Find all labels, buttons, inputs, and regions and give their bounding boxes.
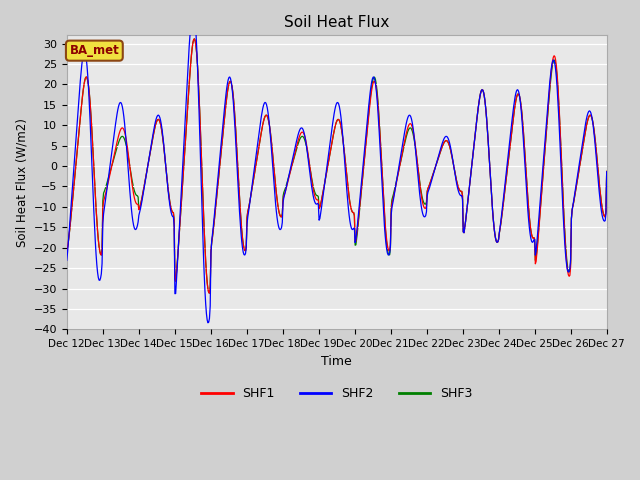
- SHF3: [191, 36, 198, 42]
- SHF1: [603, 168, 611, 174]
- SHF2: [603, 169, 611, 175]
- X-axis label: Time: Time: [321, 355, 352, 368]
- SHF3: [420, 199, 428, 205]
- SHF1: [420, 203, 428, 209]
- SHF1: [63, 249, 70, 254]
- Text: BA_met: BA_met: [70, 44, 119, 57]
- SHF2: [404, 115, 412, 121]
- SHF3: [603, 168, 611, 174]
- SHF3: [128, 178, 136, 183]
- Title: Soil Heat Flux: Soil Heat Flux: [284, 15, 389, 30]
- SHF3: [404, 129, 412, 135]
- SHF1: [73, 155, 81, 161]
- SHF2: [420, 213, 428, 219]
- SHF3: [183, 115, 191, 121]
- Line: SHF2: SHF2: [67, 9, 607, 323]
- SHF2: [204, 320, 212, 325]
- SHF3: [63, 249, 70, 254]
- Line: SHF3: SHF3: [67, 39, 607, 293]
- Line: SHF1: SHF1: [67, 39, 607, 293]
- SHF2: [183, 84, 191, 89]
- SHF2: [213, 185, 221, 191]
- SHF3: [213, 191, 221, 197]
- SHF2: [189, 6, 196, 12]
- SHF2: [128, 213, 136, 218]
- SHF3: [73, 155, 81, 161]
- SHF1: [404, 125, 412, 131]
- Y-axis label: Soil Heat Flux (W/m2): Soil Heat Flux (W/m2): [15, 118, 28, 247]
- Legend: SHF1, SHF2, SHF3: SHF1, SHF2, SHF3: [196, 383, 477, 406]
- SHF1: [191, 36, 198, 42]
- SHF1: [183, 115, 191, 121]
- SHF1: [213, 191, 221, 197]
- SHF1: [205, 290, 213, 296]
- SHF3: [205, 290, 213, 296]
- SHF2: [63, 257, 70, 263]
- SHF2: [73, 128, 81, 134]
- SHF1: [128, 182, 136, 188]
